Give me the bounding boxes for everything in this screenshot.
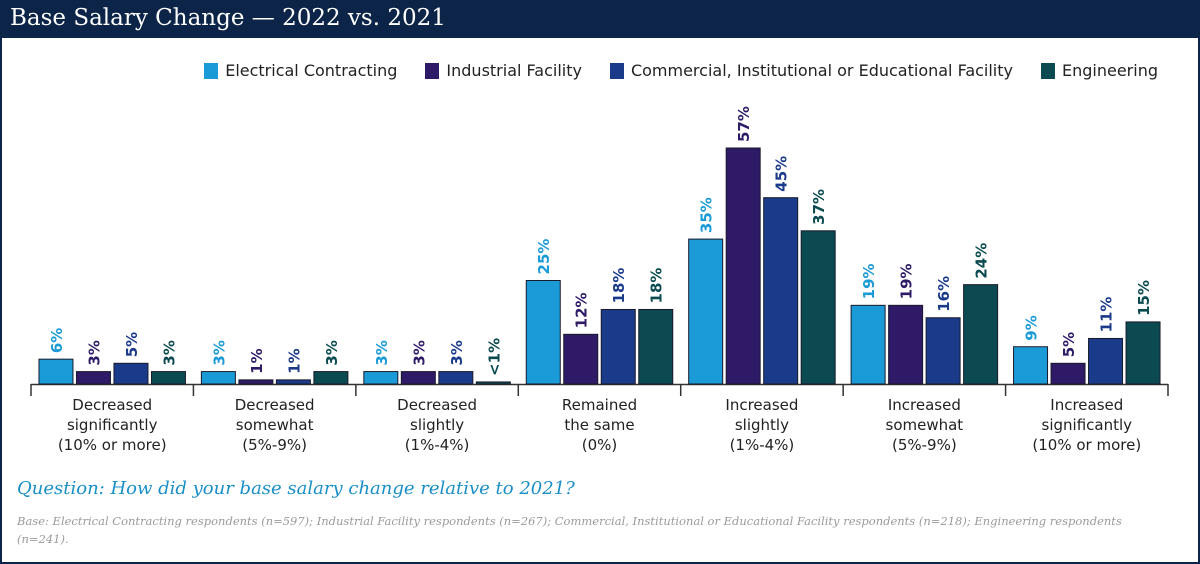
legend-label: Engineering xyxy=(1062,61,1158,80)
bar xyxy=(275,379,311,385)
data-label: 19% xyxy=(898,263,916,299)
category-label: Increased xyxy=(888,396,961,414)
data-label: 5% xyxy=(123,332,141,357)
data-label: 57% xyxy=(735,106,753,142)
bar xyxy=(800,230,836,385)
data-label: 6% xyxy=(48,328,66,353)
data-label: 45% xyxy=(773,156,791,192)
category-label: (5%-9%) xyxy=(892,436,957,454)
data-label: 18% xyxy=(610,268,628,304)
bar xyxy=(150,371,186,385)
bar-chart: 6% 3% 5% 3% Decreased significantly (10% or mo… xyxy=(30,106,1169,454)
bar xyxy=(438,371,474,385)
legend-swatch xyxy=(609,62,624,79)
data-label: 16% xyxy=(935,276,953,312)
legend-swatch xyxy=(1041,62,1055,79)
legend-item-industrial-facility: Industrial Facility xyxy=(425,61,582,80)
data-label: 25% xyxy=(535,239,553,275)
data-label: 19% xyxy=(860,263,878,299)
category-label: Remained xyxy=(562,396,637,414)
base-note: Base: Electrical Contracting respondents… xyxy=(17,514,1122,546)
bar xyxy=(400,371,436,385)
category-label: slightly xyxy=(410,416,464,434)
legend-label: Industrial Facility xyxy=(446,61,582,80)
category-label: the same xyxy=(564,416,634,434)
bar xyxy=(363,371,399,385)
bar xyxy=(113,362,149,385)
bar xyxy=(75,371,111,385)
legend-item-electrical-contracting: Electrical Contracting xyxy=(204,61,397,80)
bar xyxy=(850,304,886,385)
bar xyxy=(963,284,999,385)
bar xyxy=(200,371,236,385)
data-label: 37% xyxy=(810,189,828,225)
bar xyxy=(688,238,724,385)
bar xyxy=(1088,337,1124,385)
category-label: somewhat xyxy=(886,416,964,434)
data-label: 9% xyxy=(1023,315,1041,340)
bar xyxy=(725,147,761,385)
data-label: 3% xyxy=(373,340,391,365)
legend-item-commercial: Commercial, Institutional or Educational… xyxy=(609,61,1013,80)
category-label: (1%-4%) xyxy=(730,436,795,454)
question-text: Question: How did your base salary chang… xyxy=(17,478,575,499)
category-label: Decreased xyxy=(235,396,315,414)
bar xyxy=(38,358,74,385)
data-label: 3% xyxy=(410,340,428,365)
legend-swatch xyxy=(425,62,440,79)
legend: Electrical Contracting Industrial Facili… xyxy=(204,61,1158,80)
category-label: Increased xyxy=(1050,396,1123,414)
bar xyxy=(525,279,561,385)
bar xyxy=(1050,362,1086,385)
bar xyxy=(238,379,274,385)
category-label: significantly xyxy=(1042,416,1133,434)
data-label: 3% xyxy=(160,340,178,365)
legend-item-engineering: Engineering xyxy=(1041,61,1158,80)
category-label: slightly xyxy=(735,416,789,434)
data-label: 5% xyxy=(1060,332,1078,357)
data-label: 1% xyxy=(248,348,266,373)
legend-label: Commercial, Institutional or Educational… xyxy=(630,61,1013,80)
bar xyxy=(313,371,349,385)
title-bar: Base Salary Change — 2022 vs. 2021 xyxy=(0,0,1200,38)
chart-title: Base Salary Change — 2022 vs. 2021 xyxy=(10,5,446,31)
bar xyxy=(1013,346,1049,385)
data-label: 15% xyxy=(1135,280,1153,316)
data-label: 3% xyxy=(323,340,341,365)
category-label: significantly xyxy=(67,416,158,434)
bar xyxy=(638,308,674,385)
bar xyxy=(1125,321,1161,385)
legend-label: Electrical Contracting xyxy=(225,61,398,80)
data-label: 1% xyxy=(285,348,303,373)
data-label: <1% xyxy=(485,338,503,376)
data-label: 35% xyxy=(698,197,716,233)
category-label: somewhat xyxy=(236,416,314,434)
bar xyxy=(888,304,924,385)
data-label: 3% xyxy=(85,340,103,365)
category-label: Increased xyxy=(725,396,798,414)
bar xyxy=(475,381,511,385)
bar xyxy=(925,317,961,385)
legend-swatch xyxy=(204,62,219,79)
category-label: (10% or more) xyxy=(58,436,167,454)
data-label: 24% xyxy=(973,243,991,279)
bar xyxy=(600,308,636,385)
data-label: 12% xyxy=(573,292,591,328)
category-label: Decreased xyxy=(397,396,477,414)
data-label: 3% xyxy=(448,340,466,365)
category-label: (0%) xyxy=(582,436,618,454)
category-label: (1%-4%) xyxy=(405,436,470,454)
category-label: (5%-9%) xyxy=(242,436,307,454)
data-label: 3% xyxy=(210,340,228,365)
bar xyxy=(563,333,599,385)
category-label: (10% or more) xyxy=(1032,436,1141,454)
category-label: Decreased xyxy=(72,396,152,414)
data-label: 11% xyxy=(1098,297,1116,333)
data-label: 18% xyxy=(648,268,666,304)
bar xyxy=(763,197,799,385)
